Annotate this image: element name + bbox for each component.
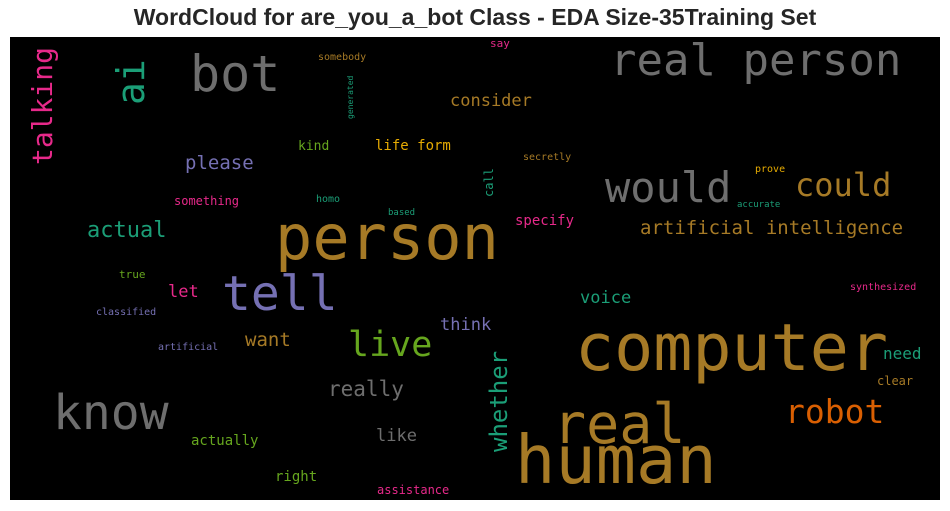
- word-clear: clear: [877, 374, 914, 388]
- word-computer: computer: [575, 311, 889, 386]
- word-voice: voice: [580, 288, 632, 308]
- word-like: like: [376, 426, 417, 446]
- word-need: need: [883, 344, 922, 363]
- word-tell: tell: [222, 266, 338, 322]
- word-please: please: [185, 152, 254, 174]
- word-want: want: [245, 329, 291, 351]
- word-human: human: [515, 421, 717, 499]
- word-assistance: assistance: [377, 483, 450, 497]
- word-synthesized: synthesized: [850, 282, 917, 293]
- chart-title: WordCloud for are_you_a_bot Class - EDA …: [133, 4, 817, 30]
- word-prove: prove: [755, 164, 786, 175]
- word-consider: consider: [450, 91, 532, 111]
- word-really: really: [328, 377, 404, 401]
- word-whether: whether: [485, 350, 513, 452]
- word-would: would: [605, 163, 732, 212]
- word-know: know: [53, 385, 169, 441]
- word-let: let: [168, 282, 199, 302]
- word-secretly: secretly: [523, 152, 572, 163]
- word-real-person: real person: [610, 37, 902, 86]
- word-right: right: [275, 469, 318, 485]
- word-kind: kind: [298, 139, 330, 154]
- word-specify: specify: [515, 213, 575, 229]
- word-robot: robot: [785, 392, 885, 431]
- word-artificial-intelligence: artificial intelligence: [640, 217, 904, 239]
- word-actual: actual: [87, 218, 167, 243]
- word-true: true: [119, 268, 146, 281]
- word-could: could: [795, 166, 892, 204]
- word-somebody: somebody: [318, 52, 367, 63]
- word-classified: classified: [96, 307, 157, 318]
- word-talking: talking: [26, 46, 59, 165]
- word-person: person: [275, 201, 499, 274]
- word-call: call: [482, 168, 496, 197]
- word-say: say: [490, 37, 510, 50]
- word-artificial: artificial: [158, 342, 219, 353]
- word-think: think: [440, 315, 492, 335]
- word-something: something: [174, 194, 240, 208]
- word-based: based: [388, 208, 416, 218]
- word-life-form: life form: [375, 138, 451, 154]
- word-live: live: [348, 325, 433, 365]
- word-real: real: [553, 392, 686, 456]
- word-cloud-panel: bot real person ai talking say somebody genera…: [10, 37, 940, 500]
- word-generated: generated: [346, 75, 355, 119]
- word-ai: ai: [109, 59, 153, 105]
- word-accurate: accurate: [737, 200, 781, 210]
- word-bot: bot: [190, 45, 281, 103]
- word-actually: actually: [191, 433, 259, 449]
- word-homo: homo: [316, 194, 341, 205]
